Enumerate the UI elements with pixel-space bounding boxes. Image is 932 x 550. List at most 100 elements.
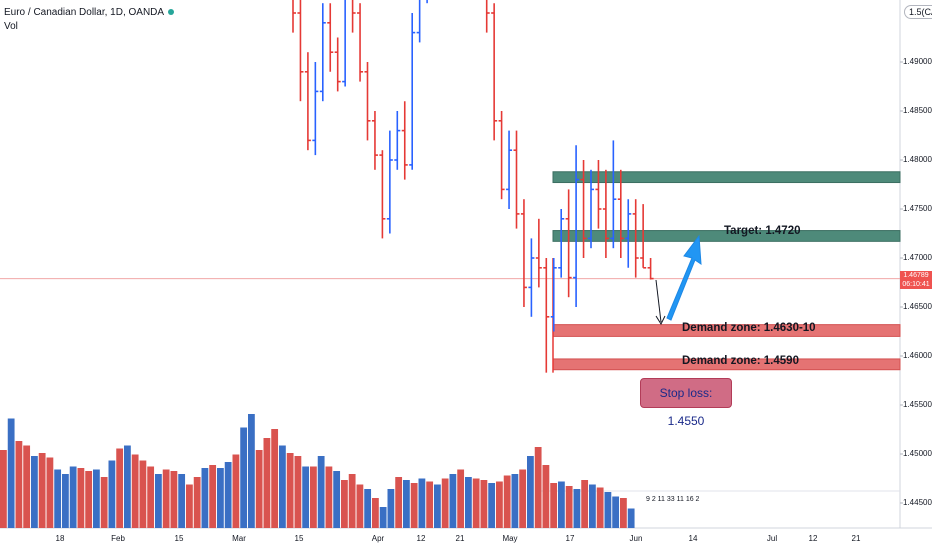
volume-bar <box>263 438 271 528</box>
x-tick-label: Mar <box>232 534 246 543</box>
volume-bar <box>519 469 527 528</box>
demand-zone-1-label: Demand zone: 1.4630-10 <box>682 322 816 334</box>
last-price-time: 06:10:41 <box>902 281 930 288</box>
volume-bar <box>69 466 77 528</box>
volume-bar <box>201 468 209 528</box>
volume-bar <box>372 498 379 528</box>
volume-bar <box>581 480 589 528</box>
volume-bar <box>550 483 558 528</box>
volume-bar <box>31 456 38 528</box>
volume-bar <box>93 469 100 528</box>
volume-bar <box>325 466 333 528</box>
y-tick-label: 1.46500 <box>903 302 932 311</box>
volume-bar <box>23 445 31 528</box>
volume-bar <box>217 468 224 528</box>
volume-bar <box>503 475 511 528</box>
last-price-tag: 1.46789 06:10:41 <box>900 271 932 289</box>
volume-bar <box>387 489 395 528</box>
volume-bar <box>224 462 232 528</box>
volume-bar <box>294 456 302 528</box>
y-tick-label: 1.44500 <box>903 498 932 507</box>
up-arrow-icon <box>666 234 702 321</box>
volume-bar <box>240 427 248 528</box>
x-tick-label: Feb <box>111 534 125 543</box>
stop-loss-label: Stop loss: 1.4550 <box>659 386 713 428</box>
volume-bar <box>279 445 286 528</box>
volume-bar <box>457 469 465 528</box>
volume-bar <box>7 418 15 528</box>
volume-bar <box>232 454 240 528</box>
x-tick-label: 12 <box>808 534 818 543</box>
volume-bar <box>178 474 186 528</box>
chart-title: Euro / Canadian Dollar, 1D, OANDA <box>4 7 165 18</box>
x-tick-label: 21 <box>455 534 465 543</box>
volume-bar <box>542 465 550 528</box>
volume-bar <box>116 448 124 528</box>
volume-bar <box>449 474 457 528</box>
volume-bar <box>139 460 147 528</box>
x-tick-label: Apr <box>371 534 385 543</box>
volume-bar <box>15 441 23 528</box>
x-tick-label: 14 <box>688 534 698 543</box>
y-tick-label: 1.48500 <box>903 106 932 115</box>
volume-bar <box>131 454 139 528</box>
volume-bar <box>38 453 46 528</box>
volume-bar <box>162 469 170 528</box>
volume-bar <box>364 489 372 528</box>
x-tick-label: 21 <box>851 534 861 543</box>
x-tick-label: Jul <box>766 534 778 543</box>
volume-bar <box>255 450 263 528</box>
volume-bar <box>441 478 449 528</box>
volume-bar <box>85 471 93 528</box>
volume-bar <box>434 484 441 528</box>
volume-bar <box>596 487 604 528</box>
y-tick-label: 1.45000 <box>903 449 932 458</box>
volume-bar <box>418 478 426 528</box>
volume-bar <box>472 478 480 528</box>
volume-bar <box>0 450 7 528</box>
target-zone <box>552 230 901 242</box>
volume-bar <box>341 480 348 528</box>
volume-bar <box>558 481 565 528</box>
volume-bar <box>379 507 387 528</box>
volume-bar <box>573 489 581 528</box>
volume-bar <box>286 453 294 528</box>
volume-bar <box>333 471 341 528</box>
volume-bar <box>186 484 193 528</box>
volume-bar <box>46 457 54 528</box>
x-tick-label: 15 <box>174 534 184 543</box>
x-tick-label: 15 <box>294 534 304 543</box>
last-price-value: 1.46789 <box>903 272 929 279</box>
x-tick-label: Jun <box>629 534 643 543</box>
volume-bar <box>302 466 310 528</box>
y-tick-label: 1.48000 <box>903 155 932 164</box>
currency-badge[interactable]: 1.5(CAD) <box>904 5 932 19</box>
volume-bar <box>356 484 364 528</box>
x-tick-label: May <box>502 534 518 543</box>
volume-markers: 9 2 11 33 11 16 2 <box>646 496 700 503</box>
volume-bar <box>627 508 635 528</box>
volume-bar <box>426 481 434 528</box>
volume-bar <box>488 483 496 528</box>
volume-bar <box>410 483 418 528</box>
volume-bar <box>534 447 542 528</box>
volume-bar <box>604 492 612 528</box>
volume-bar <box>310 466 317 528</box>
volume-bar <box>54 469 62 528</box>
y-tick-label: 1.49000 <box>903 57 932 66</box>
demand-zone-2-label: Demand zone: 1.4590 <box>682 355 799 367</box>
volume-bar <box>317 456 325 528</box>
stop-loss-box[interactable]: Stop loss: 1.4550 <box>640 378 732 428</box>
volume-bar <box>271 429 279 528</box>
down-arrow-head <box>655 315 666 326</box>
volume-bar <box>209 465 217 528</box>
x-tick-label: 17 <box>565 534 575 543</box>
volume-bar <box>612 496 620 528</box>
volume-bar <box>589 484 596 528</box>
volume-bar <box>100 477 108 528</box>
y-tick-label: 1.47500 <box>903 204 932 213</box>
volume-bar <box>248 414 255 528</box>
volume-bar <box>395 477 403 528</box>
volume-bar <box>155 474 162 528</box>
